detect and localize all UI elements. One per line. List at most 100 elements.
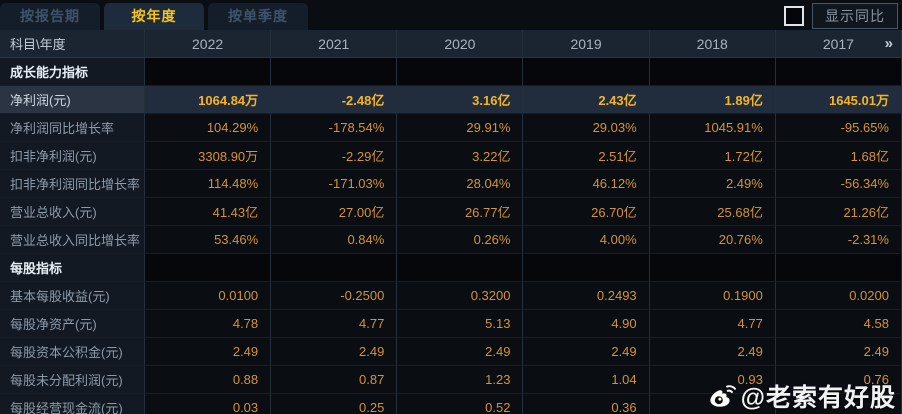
row-label: 成长能力指标: [0, 58, 145, 86]
cell-value: 0.76: [775, 366, 902, 394]
cell-value: 53.46%: [145, 226, 272, 254]
row-label: 净利润(元): [0, 86, 145, 114]
table-row[interactable]: 每股指标: [0, 254, 902, 282]
more-years-icon[interactable]: »: [884, 35, 893, 52]
cell-value: [523, 254, 650, 282]
cell-value: 104.29%: [145, 114, 272, 142]
table-row[interactable]: 成长能力指标: [0, 58, 902, 86]
table-header-row: 科目\年度 2022 2021 2020 2019 2018 2017»: [0, 30, 902, 58]
cell-value: 1045.91%: [649, 114, 776, 142]
row-label: 基本每股收益(元): [0, 282, 145, 310]
cell-value: 1.68亿: [775, 142, 902, 170]
table-row[interactable]: 每股净资产(元) 4.78 4.77 5.13 4.90 4.77 4.58: [0, 310, 902, 338]
cell-value: -56.34%: [775, 170, 902, 198]
financials-table: 科目\年度 2022 2021 2020 2019 2018 2017» 成长能力指标 净利…: [0, 30, 902, 414]
cell-value: 26.77亿: [397, 198, 524, 226]
cell-value: 1.04: [523, 366, 650, 394]
cell-value: 3.22亿: [397, 142, 524, 170]
cell-value: 28.04%: [397, 170, 524, 198]
cell-value: 0.0100: [145, 282, 272, 310]
cell-value: 46.12%: [523, 170, 650, 198]
cell-value: 0.1900: [649, 282, 776, 310]
year-column-header[interactable]: 2021: [271, 30, 398, 58]
table-row[interactable]: 扣非净利润(元) 3308.90万 -2.29亿 3.22亿 2.51亿 1.72亿 1.6…: [0, 142, 902, 170]
table-row[interactable]: 每股经营现金流(元) 0.03 0.25 0.52 0.36: [0, 394, 902, 414]
show-yoy-checkbox[interactable]: [784, 6, 804, 26]
table-row[interactable]: 净利润同比增长率 104.29% -178.54% 29.91% 29.03% 1045.…: [0, 114, 902, 142]
watermark-text: @老索有好股: [740, 384, 896, 412]
cell-value: -171.03%: [271, 170, 398, 198]
cell-value: 4.77: [649, 310, 776, 338]
cell-value: [271, 254, 398, 282]
cell-value: 27.00亿: [271, 198, 398, 226]
cell-value: 4.00%: [523, 226, 650, 254]
cell-value: [649, 254, 776, 282]
table-row[interactable]: 营业总收入同比增长率 53.46% 0.84% 0.26% 4.00% 20.76% -2.…: [0, 226, 902, 254]
row-label: 扣非净利润(元): [0, 142, 145, 170]
cell-value: 2.49: [271, 338, 398, 366]
cell-value: 0.03: [145, 394, 272, 414]
cell-value: [775, 254, 902, 282]
cell-value: [397, 58, 524, 86]
row-label: 营业总收入同比增长率: [0, 226, 145, 254]
cell-value: [775, 394, 902, 414]
cell-value: 4.90: [523, 310, 650, 338]
tab-report-period[interactable]: 按报告期: [0, 3, 100, 30]
row-label: 每股净资产(元): [0, 310, 145, 338]
row-label: 营业总收入(元): [0, 198, 145, 226]
year-column-header[interactable]: 2022: [145, 30, 272, 58]
cell-value: 2.49: [523, 338, 650, 366]
cell-value: 3.16亿: [397, 86, 524, 114]
table-row[interactable]: 基本每股收益(元) 0.0100 -0.2500 0.3200 0.2493 0.1900…: [0, 282, 902, 310]
cell-value: -2.29亿: [271, 142, 398, 170]
year-column-header[interactable]: 2019: [523, 30, 650, 58]
cell-value: -178.54%: [271, 114, 398, 142]
cell-value: [271, 58, 398, 86]
cell-value: 0.25: [271, 394, 398, 414]
weibo-icon: [708, 382, 736, 410]
cell-value: 0.0200: [775, 282, 902, 310]
cell-value: [649, 58, 776, 86]
table-row[interactable]: 每股资本公积金(元) 2.49 2.49 2.49 2.49 2.49 2.49: [0, 338, 902, 366]
cell-value: 0.88: [145, 366, 272, 394]
cell-value: [775, 58, 902, 86]
cell-value: [145, 254, 272, 282]
cell-value: 4.77: [271, 310, 398, 338]
cell-value: 29.91%: [397, 114, 524, 142]
cell-value: 1.23: [397, 366, 524, 394]
cell-value: 2.49: [775, 338, 902, 366]
row-label: 每股资本公积金(元): [0, 338, 145, 366]
row-label: 每股未分配利润(元): [0, 366, 145, 394]
table-row[interactable]: 营业总收入(元) 41.43亿 27.00亿 26.77亿 26.70亿 25.68亿 21…: [0, 198, 902, 226]
table-row[interactable]: 净利润(元) 1064.84万 -2.48亿 3.16亿 2.43亿 1.89亿 1645.…: [0, 86, 902, 114]
row-label: 扣非净利润同比增长率: [0, 170, 145, 198]
tab-annual[interactable]: 按年度: [104, 3, 204, 30]
cell-value: -2.31%: [775, 226, 902, 254]
cell-value: 1645.01万: [775, 86, 902, 114]
cell-value: 0.52: [397, 394, 524, 414]
financials-table-body: 成长能力指标 净利润(元) 1064.84万 -2.48亿 3.16亿 2.43亿 1.89…: [0, 58, 902, 414]
table-row[interactable]: 每股未分配利润(元) 0.88 0.87 1.23 1.04 0.93 0.76: [0, 366, 902, 394]
row-label: 每股经营现金流(元): [0, 394, 145, 414]
cell-value: [397, 254, 524, 282]
year-column-header[interactable]: 2020: [397, 30, 524, 58]
cell-value: 2.49%: [649, 170, 776, 198]
show-yoy-label[interactable]: 显示同比: [812, 3, 898, 29]
cell-value: 0.84%: [271, 226, 398, 254]
cell-value: -2.48亿: [271, 86, 398, 114]
cell-value: 41.43亿: [145, 198, 272, 226]
year-column-header[interactable]: 2017»: [775, 30, 902, 58]
cell-value: 4.58: [775, 310, 902, 338]
row-label: 每股指标: [0, 254, 145, 282]
cell-value: 0.3200: [397, 282, 524, 310]
cell-value: 0.93: [649, 366, 776, 394]
cell-value: 1.89亿: [649, 86, 776, 114]
cell-value: -0.2500: [271, 282, 398, 310]
year-column-header[interactable]: 2018: [649, 30, 776, 58]
corner-header: 科目\年度: [0, 30, 145, 58]
yoy-controls: 显示同比: [784, 3, 898, 29]
period-tabbar: 按报告期 按年度 按单季度 显示同比: [0, 0, 902, 30]
tab-single-quarter[interactable]: 按单季度: [208, 3, 308, 30]
table-row[interactable]: 扣非净利润同比增长率 114.48% -171.03% 28.04% 46.12% 2.4…: [0, 170, 902, 198]
